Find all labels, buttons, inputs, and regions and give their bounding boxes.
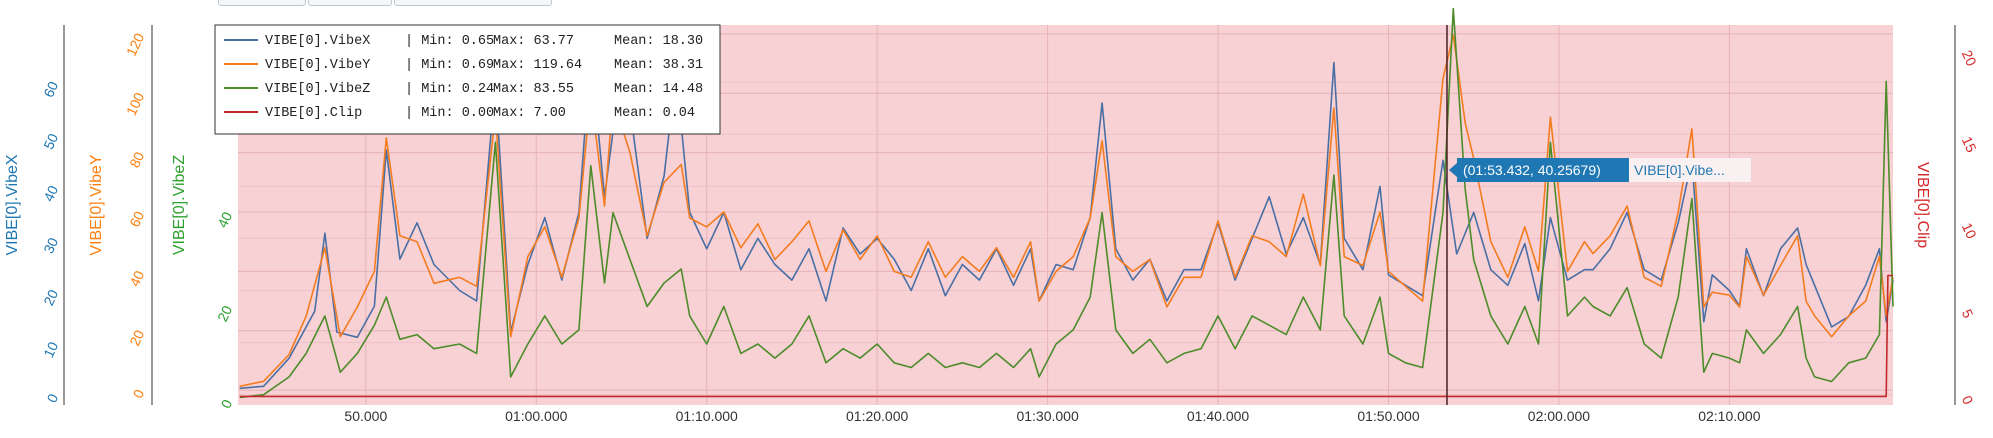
legend-text-max: Max: 83.55 [493,82,574,97]
x-tick-label: 50.000 [344,408,387,424]
toolbar-button-3[interactable] [394,0,552,6]
tick-label-y3: 0 [217,397,235,411]
y-axes: 0102030405060VIBE[0].VibeX02040608010012… [4,25,1980,411]
legend-box [214,24,721,135]
x-tick-label: 01:40.000 [1187,408,1249,424]
tick-label-y2: 0 [129,387,147,401]
legend-text-mean: Mean: 38.31 [614,58,703,73]
tick-label-y1: 0 [43,391,61,405]
legend-text-max: Max: 7.00 [493,106,566,121]
legend-text-name: VIBE[0].VibeY [265,58,370,73]
x-tick-label: 01:30.000 [1016,408,1078,424]
tick-label-y4: 15 [1959,134,1980,155]
legend-text-max: Max: 119.64 [493,58,582,73]
x-tick-label: 01:00.000 [505,408,567,424]
tick-label-y1: 30 [40,235,61,256]
x-tick-label: 01:20.000 [846,408,908,424]
legend-text-name: VIBE[0].VibeZ [265,82,370,97]
tooltip-value: (01:53.432, 40.25679) [1463,162,1601,178]
x-tick-label: 02:00.000 [1528,408,1590,424]
tick-label-y4: 0 [1959,393,1977,407]
x-tick-label: 01:10.000 [676,408,738,424]
legend-text-mean: Mean: 0.04 [614,106,695,121]
tick-label-y2: 60 [126,208,147,229]
axis-title-y3: VIBE[0].VibeZ [171,155,188,255]
grid [238,25,1893,405]
toolbar-button-2[interactable] [308,0,392,6]
hover-crosshair: (01:53.432, 40.25679) VIBE[0].Vibe... [1446,25,1751,405]
toolbar-button-1[interactable] [218,0,306,6]
tick-label-y4: 10 [1959,220,1980,241]
tick-label-y4: 5 [1959,307,1977,321]
x-tick-label: 01:50.000 [1357,408,1419,424]
tooltip-pointer [1448,163,1457,177]
axis-title-y4: VIBE[0].Clip [1914,162,1931,248]
legend-text-mean: Mean: 18.30 [614,34,703,49]
tick-label-y4: 20 [1959,48,1980,69]
tick-label-y3: 20 [214,303,235,324]
series-lines [239,7,1894,399]
legend-text-min: | Min: 0.24 [405,82,494,97]
tick-label-y2: 120 [123,30,147,58]
tick-label-y2: 100 [123,90,147,118]
tooltip-box [1456,158,1629,182]
legend-text-mean: Mean: 14.48 [614,82,703,97]
tick-label-y1: 20 [40,287,61,308]
series-line-VIBE[0].VibeZ [239,7,1894,399]
x-tick-label: 02:10.000 [1698,408,1760,424]
tick-label-y2: 40 [126,268,147,289]
tick-label-y3: 40 [214,209,235,230]
tick-label-y1: 40 [40,183,61,204]
legend-text-max: Max: 63.77 [493,34,574,49]
tick-label-y2: 80 [126,149,147,170]
tick-label-y1: 60 [40,79,61,100]
legend-text-min: | Min: 0.65 [405,34,494,49]
legend-text-min: | Min: 0.69 [405,58,494,73]
tick-label-y1: 50 [40,131,61,152]
legend-text-min: | Min: 0.00 [405,106,494,121]
tick-label-y2: 20 [126,327,147,348]
axis-title-y2: VIBE[0].VibeY [88,154,105,255]
series-line-VIBE[0].VibeY [239,34,1894,388]
axis-title-y1: VIBE[0].VibeX [4,154,21,255]
tooltip-series-box [1628,158,1751,182]
tick-label-y1: 10 [40,339,61,360]
legend-text-name: VIBE[0].VibeX [265,34,370,49]
legend-text-name: VIBE[0].Clip [265,106,362,121]
x-axis: 50.000 01:00.000 01:10.000 01:20.000 01:30.0… [344,408,1760,424]
tooltip-series: VIBE[0].Vibe... [1634,162,1725,178]
series-line-VIBE[0].Clip [239,274,1893,398]
